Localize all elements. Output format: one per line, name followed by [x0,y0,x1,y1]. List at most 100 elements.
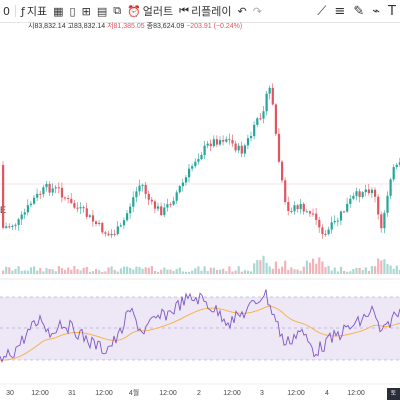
candle-body [54,187,57,189]
time-axis-label: 4월 [129,388,139,397]
volume-bar [101,271,104,274]
bar-style-button[interactable]: ▯ [67,0,79,22]
candle-body [386,195,389,213]
volume-bar [206,271,209,274]
candle-body [73,203,76,208]
candle-body [107,233,110,236]
volume-bar [200,270,203,274]
volume-bar [308,262,312,274]
candle-body [141,184,144,186]
candle-body [194,161,197,167]
volume-bar [11,270,14,274]
volume-bar [5,266,8,274]
candle-body [209,143,212,147]
candle-body [67,197,70,199]
volume-bar [153,270,157,274]
compare-button[interactable]: ⊞ [79,0,94,22]
replay-label: 리플레이 [191,6,232,18]
text-tool-icon[interactable]: T [388,3,396,19]
candle-body [26,205,29,213]
candle-body [243,145,246,154]
volume-bar [392,268,395,274]
volume-bar [172,271,175,274]
volume-bar [281,266,284,274]
candle-body [321,227,324,234]
candle-body [184,177,188,183]
volume-bar [265,262,268,274]
indicators-button[interactable]: ƒ 지표 [18,0,50,22]
volume-bar [253,263,256,274]
volume-bar [150,266,153,274]
candle-body [57,187,60,189]
volume-bar [212,267,215,274]
candle-body [290,210,293,212]
pattern-icon[interactable]: ⌁ [372,3,381,19]
volume-bar [33,266,36,274]
volume-bar [361,270,364,274]
volume-bar [82,267,85,274]
strategy-button[interactable]: ▤ [94,0,110,22]
candle-body [256,118,259,125]
candle-body [113,233,116,235]
volume-bar [277,268,281,274]
volume-bar [225,271,228,274]
redo-icon: ↷ [252,4,262,18]
candle-body [253,124,256,137]
trend-line-icon[interactable]: ⟋ [317,3,327,19]
candle-body [240,145,243,154]
ohlc-readout: 시83,832.14 고83,832.14 저81,385.05 종83,624… [28,22,242,32]
timeframe-button[interactable]: 0 [0,0,13,22]
volume-bar [191,270,194,274]
time-axis[interactable]: 30 12:00 31 12:00 4월 12:00 2 12:00 3 12:00 4 12:00 토… [6,388,399,397]
candle-body [324,233,327,235]
drawing-tools: ⟋ ≡ ✎ ⌁ T [313,0,400,22]
candle-body [169,204,172,206]
volume-bar [144,267,147,274]
volume-bar [157,271,160,274]
volume-bar [98,270,101,274]
candle-body [364,189,367,193]
candle-body [178,186,181,193]
redo-button[interactable]: ↷ [250,0,265,22]
volume-bar [333,267,336,274]
candle-body [330,222,333,230]
volume-bar [194,268,197,274]
fib-icon[interactable]: ≡ [334,3,346,19]
volume-bar [336,271,339,274]
candle-body [129,206,132,214]
volume-bar [256,260,259,274]
layout-button[interactable]: ⧉ [110,0,124,22]
undo-icon: ↶ [237,4,247,18]
volume-bar [343,270,346,274]
volume-bar [290,267,293,274]
template-button[interactable]: ▦ [50,0,66,22]
volume-bar [358,268,361,274]
candle-body [157,206,160,209]
brush-icon[interactable]: ✎ [353,3,365,19]
volume-bar [91,271,95,274]
replay-button[interactable]: ⏮ 리플레이 [176,0,234,22]
candle-body [88,215,91,217]
undo-button[interactable]: ↶ [235,0,250,22]
candle-body [395,164,398,168]
volume-bar [73,266,76,274]
alert-button[interactable]: ⏰ 얼러트 [124,0,176,22]
volume-bar [181,271,184,274]
candle-body [85,208,88,217]
candle-body [110,233,113,236]
volume-bar [364,267,367,274]
time-axis-label: 3 [260,390,264,397]
candle-body [39,193,42,195]
candle-body [91,215,95,222]
volume-bar [215,269,219,274]
volume-bar [284,260,287,274]
rsi-band [0,297,400,360]
volume-bar [129,267,132,274]
candle-body [64,197,67,199]
candle-body [293,205,296,212]
volume-bar [312,258,315,274]
candle-body [302,204,305,212]
candle-body [299,204,302,210]
volume-bar [29,267,33,274]
